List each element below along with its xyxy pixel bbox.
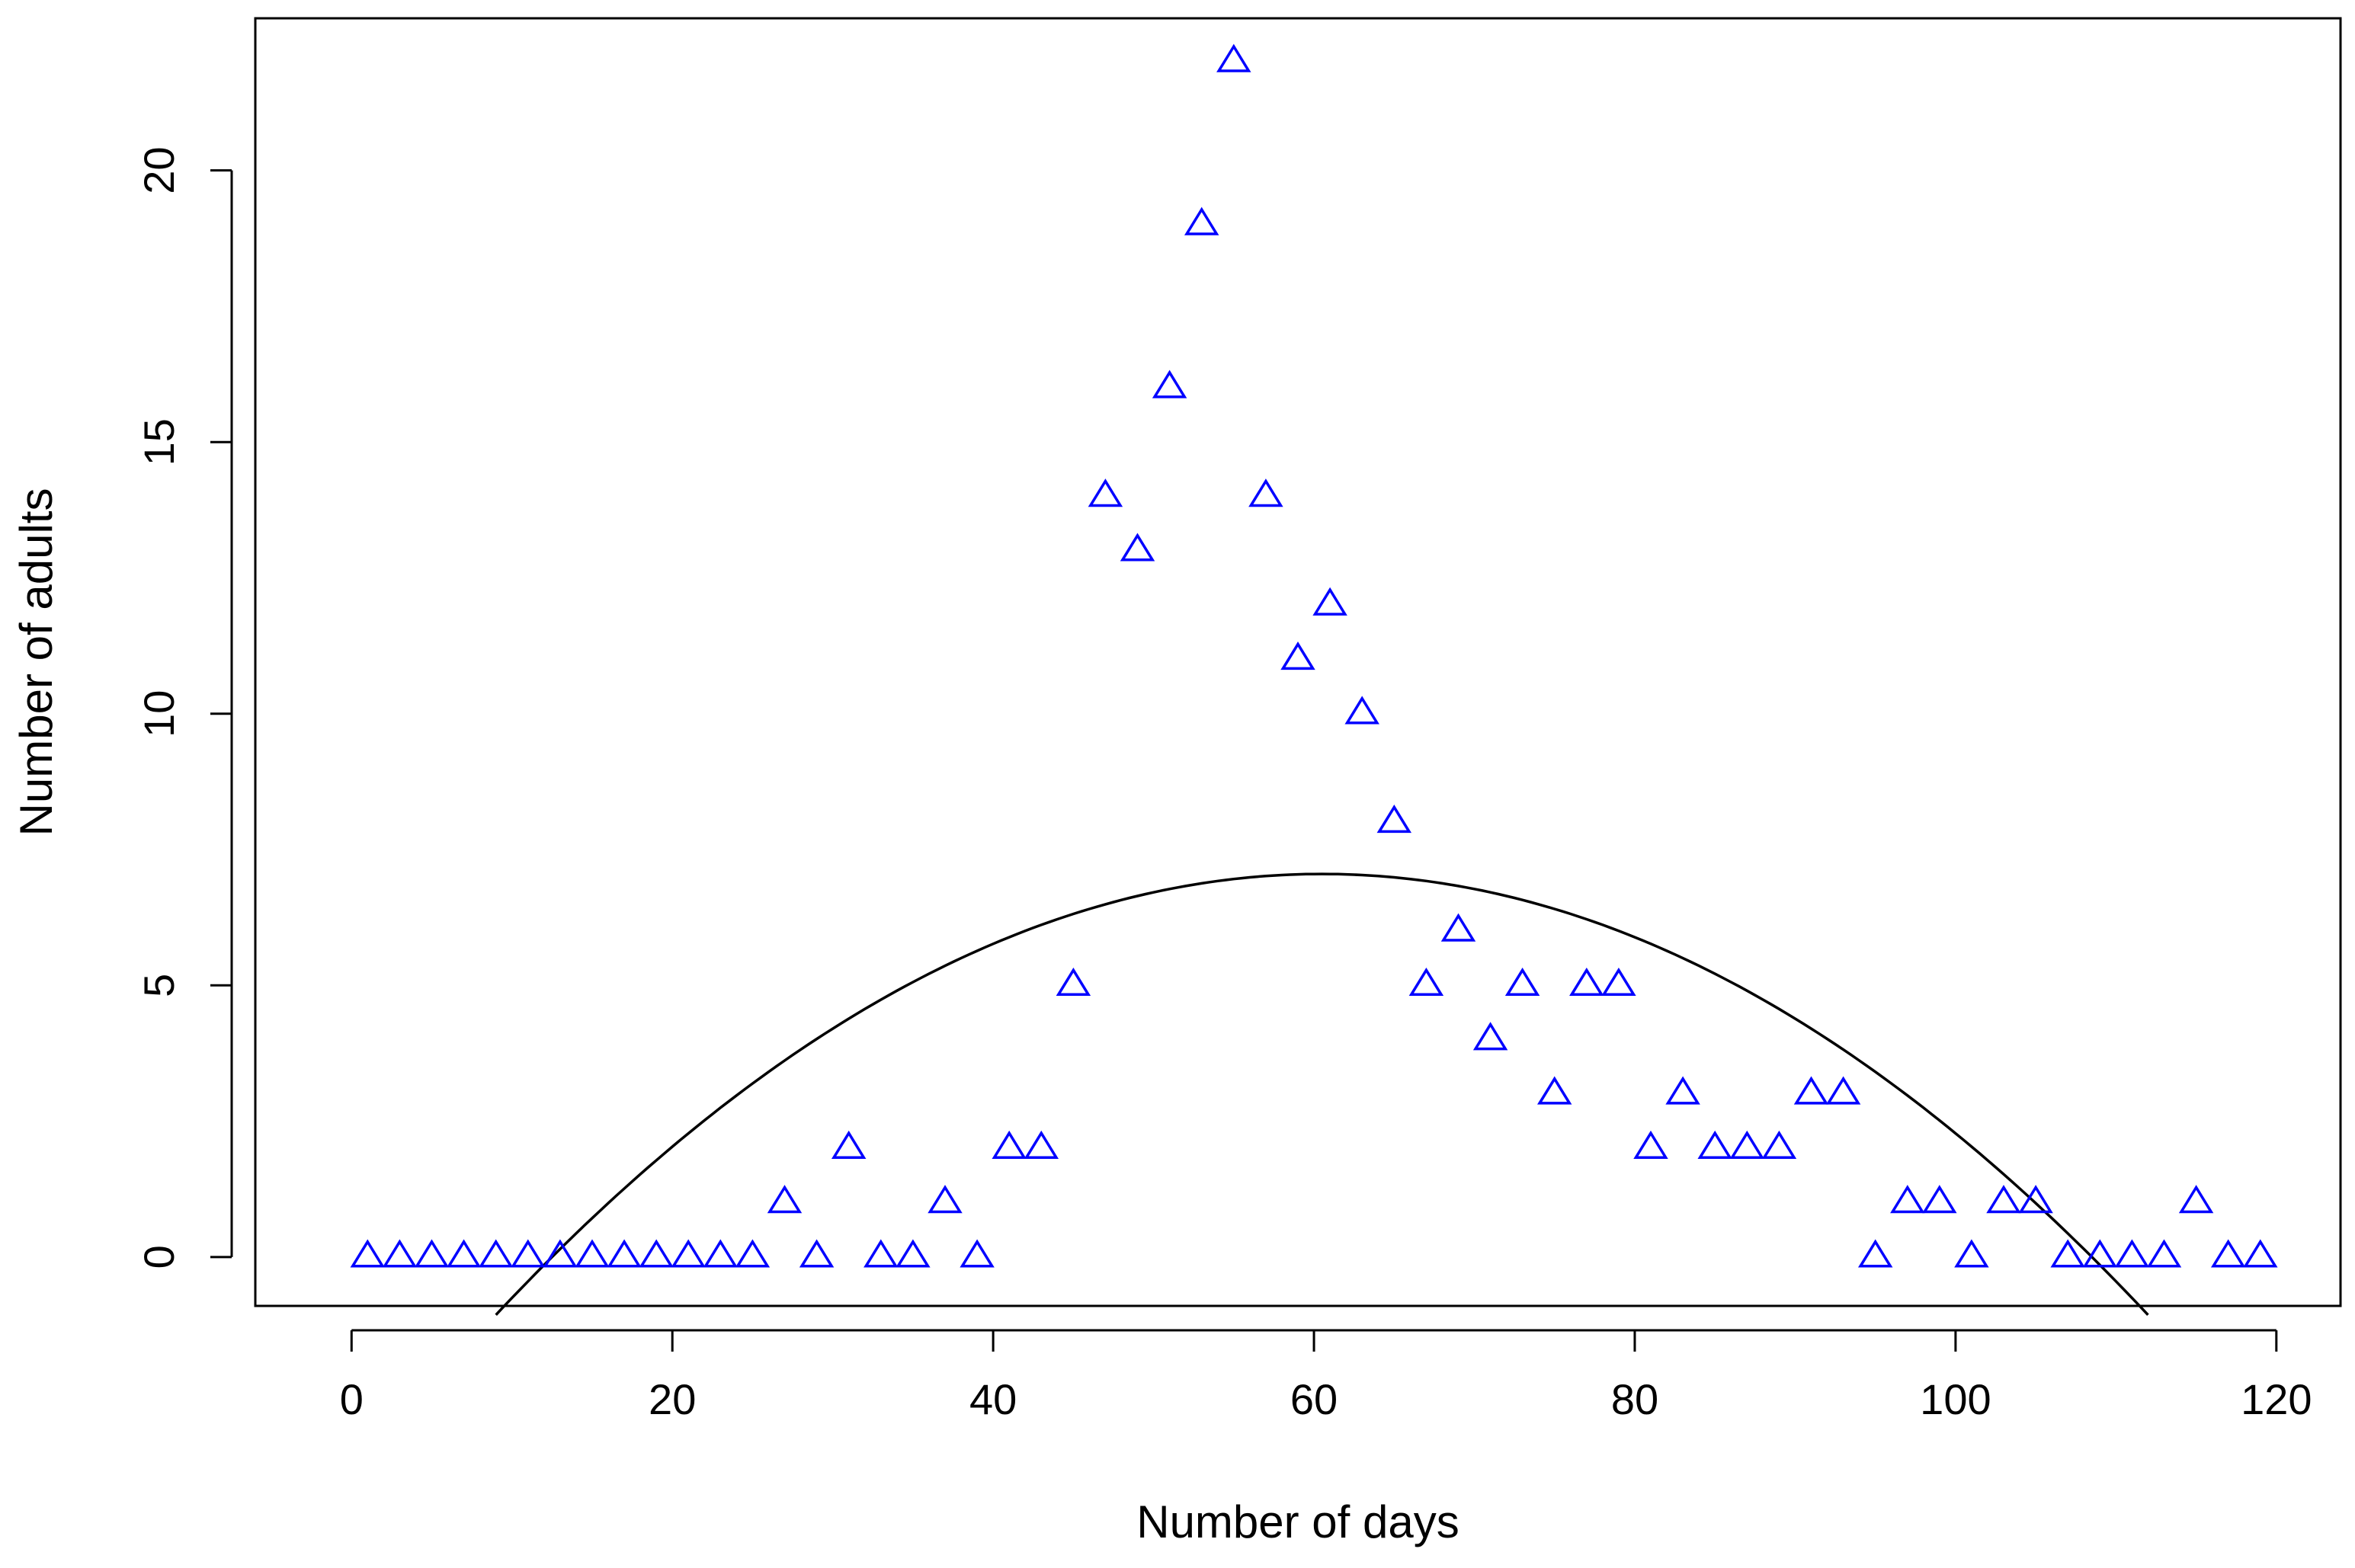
fitted-curve-layer xyxy=(495,872,2149,1316)
fitted-curve-line xyxy=(495,872,2149,1316)
x-tick-label: 100 xyxy=(1920,1375,1991,1423)
plot-area-frame xyxy=(254,17,2342,1307)
y-axis: 0 5 10 15 20 xyxy=(135,147,233,1269)
data-point-triangle xyxy=(2050,1239,2085,1268)
data-point-triangle xyxy=(831,1130,867,1159)
data-point-triangle xyxy=(2178,1185,2214,1214)
data-point-triangle xyxy=(703,1239,739,1268)
data-point-triangle xyxy=(2082,1239,2118,1268)
data-point-triangle xyxy=(1697,1130,1732,1159)
data-point-triangle xyxy=(1216,43,1251,72)
x-tick-label: 80 xyxy=(1611,1375,1658,1423)
data-point-triangle xyxy=(1312,587,1347,616)
y-tick-label: 20 xyxy=(135,147,183,194)
data-point-triangle xyxy=(1857,1239,1893,1268)
data-point-triangle xyxy=(960,1239,995,1268)
x-tick-label: 40 xyxy=(969,1375,1017,1423)
data-point-triangle xyxy=(543,1239,578,1268)
data-point-triangle xyxy=(1120,533,1155,562)
data-point-triangle xyxy=(2114,1239,2150,1268)
data-point-triangle xyxy=(2210,1239,2246,1268)
x-tick-label: 60 xyxy=(1290,1375,1338,1423)
data-point-triangle xyxy=(1954,1239,1989,1268)
data-point-triangle xyxy=(1922,1185,1957,1214)
data-point-triangle xyxy=(767,1185,803,1214)
data-point-triangle xyxy=(2018,1185,2053,1214)
data-point-triangle xyxy=(1152,370,1187,398)
data-points-layer xyxy=(350,43,2278,1268)
data-point-triangle xyxy=(478,1239,514,1268)
data-point-triangle xyxy=(864,1239,899,1268)
data-point-triangle xyxy=(1761,1130,1797,1159)
x-axis: 0 20 40 60 80 100 120 xyxy=(340,1329,2312,1423)
data-point-triangle xyxy=(671,1239,706,1268)
data-point-triangle xyxy=(1024,1130,1059,1159)
x-tick-label: 20 xyxy=(649,1375,696,1423)
data-point-triangle xyxy=(1088,478,1123,507)
data-point-triangle xyxy=(1184,206,1219,235)
data-point-triangle xyxy=(1986,1185,2021,1214)
data-point-triangle xyxy=(1248,478,1283,507)
y-tick-label: 5 xyxy=(135,974,183,997)
x-tick-label: 0 xyxy=(340,1375,364,1423)
data-point-triangle xyxy=(1056,967,1091,997)
data-point-triangle xyxy=(1344,696,1379,725)
data-point-triangle xyxy=(1633,1130,1668,1159)
y-tick-label: 15 xyxy=(135,418,183,466)
data-point-triangle xyxy=(446,1239,482,1268)
data-point-triangle xyxy=(1408,967,1444,997)
data-point-triangle xyxy=(992,1130,1027,1159)
data-point-triangle xyxy=(1569,967,1604,997)
data-point-triangle xyxy=(607,1239,642,1268)
data-point-triangle xyxy=(799,1239,835,1268)
data-point-triangle xyxy=(1601,967,1636,997)
data-point-triangle xyxy=(1793,1076,1829,1105)
x-tick-label: 120 xyxy=(2241,1375,2312,1423)
data-point-triangle xyxy=(735,1239,771,1268)
data-point-triangle xyxy=(1825,1076,1861,1105)
data-point-triangle xyxy=(1504,967,1540,997)
y-axis-label: Number of adults xyxy=(11,488,62,837)
data-point-triangle xyxy=(1440,913,1476,942)
x-axis-label: Number of days xyxy=(1136,1496,1459,1547)
data-point-triangle xyxy=(382,1239,418,1268)
data-point-triangle xyxy=(2243,1239,2278,1268)
data-point-triangle xyxy=(2146,1239,2182,1268)
data-point-triangle xyxy=(928,1185,963,1214)
data-point-triangle xyxy=(1890,1185,1925,1214)
data-point-triangle xyxy=(1376,805,1412,834)
data-point-triangle xyxy=(414,1239,450,1268)
data-point-triangle xyxy=(575,1239,610,1268)
data-point-triangle xyxy=(1536,1076,1572,1105)
data-point-triangle xyxy=(1665,1076,1700,1105)
data-point-triangle xyxy=(1472,1022,1508,1051)
data-point-triangle xyxy=(1729,1130,1765,1159)
data-point-triangle xyxy=(896,1239,931,1268)
y-tick-label: 10 xyxy=(135,690,183,738)
data-point-triangle xyxy=(350,1239,386,1268)
y-tick-label: 0 xyxy=(135,1245,183,1269)
data-point-triangle xyxy=(639,1239,674,1268)
data-point-triangle xyxy=(1280,642,1315,670)
data-point-triangle xyxy=(511,1239,546,1268)
